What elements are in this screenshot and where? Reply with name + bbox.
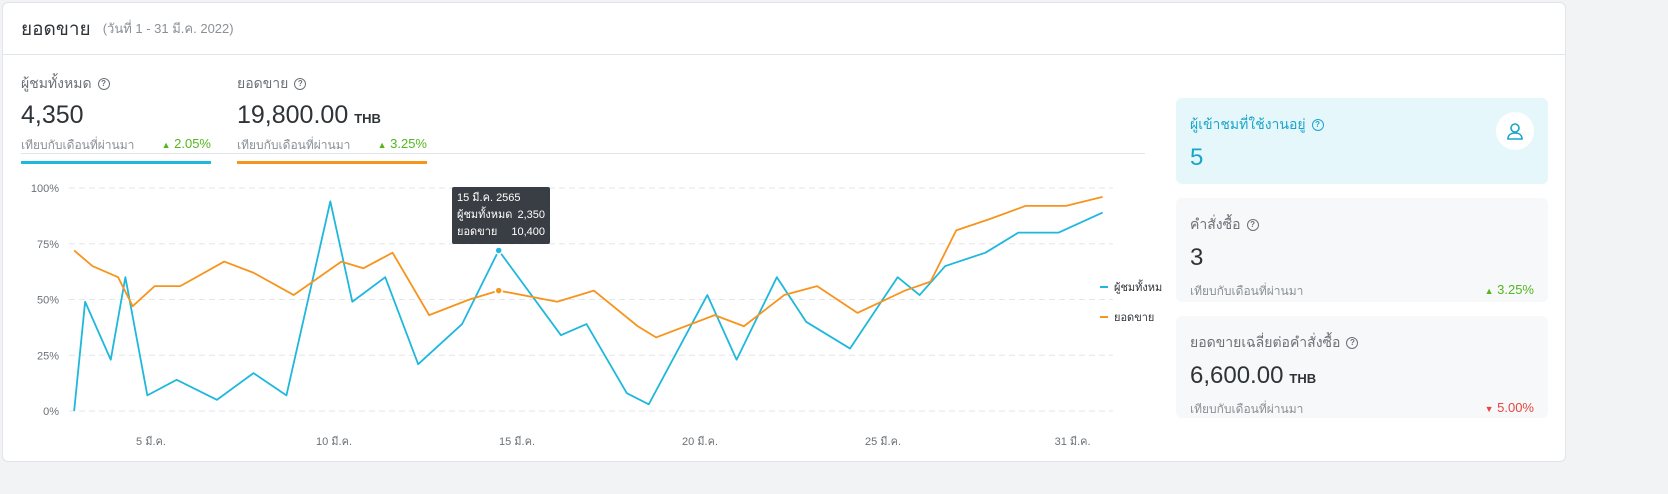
compare-label: เทียบกับเดือนที่ผ่านมา [237,138,351,152]
data-point [494,246,503,255]
change-value: 2.05% [174,136,211,151]
tooltip-value: 10,400 [511,226,545,238]
tooltip-date: 15 มี.ค. 2565 [457,192,521,204]
selected-indicator [21,161,211,164]
change-value: 3.25% [390,136,427,151]
currency-unit: THB [354,111,381,126]
arrow-down-icon: ▼ [1484,404,1494,414]
divider [21,153,1145,154]
x-tick-label: 15 มี.ค. [499,435,535,448]
date-range: (วันที่ 1 - 31 มี.ค. 2022) [102,21,234,36]
legend-label: ยอดขาย [1114,312,1154,324]
card-value: 6,600.00 [1190,362,1284,389]
active-viewers-card: ผู้เข้าชมที่ใช้งานอยู่? 5 [1176,98,1548,184]
help-icon[interactable]: ? [1346,337,1359,349]
y-tick-label: 100% [31,183,59,195]
line-chart: 0% 25% 50% 75% 100% 5 มี.ค. 10 มี.ค. 15 มี.ค. 20… [31,183,1163,448]
series-line [73,196,1103,339]
compare-label: เทียบกับเดือนที่ผ่านมา [1190,402,1304,416]
x-tick-label: 10 มี.ค. [316,435,352,448]
selected-indicator [237,161,427,164]
card-label: ผู้เข้าชมที่ใช้งานอยู่ [1190,116,1306,132]
currency-unit: THB [1289,371,1317,386]
arrow-up-icon: ▲ [161,140,171,150]
card-value: 5 [1190,144,1204,171]
metric-value: 19,800.00 [237,101,349,129]
change-value: 3.25% [1497,282,1534,297]
y-tick-label: 0% [43,406,59,418]
metric-sales[interactable]: ยอดขาย? 19,800.00 THB เทียบกับเดือนที่ผ่า… [237,73,427,164]
change-value: 5.00% [1497,400,1534,415]
page-title: ยอดขาย [21,18,91,40]
user-icon [1496,112,1534,150]
tooltip: 15 มี.ค. 2565 ผู้ชมทั้งหมด 2,350 ยอดขาย 10… [452,187,550,244]
metric-label: ผู้ชมทั้งหมด [21,75,92,91]
tooltip-label: ผู้ชมทั้งหมด [457,209,513,221]
help-icon[interactable]: ? [1246,219,1259,231]
help-icon[interactable]: ? [1311,119,1324,131]
legend-label: ผู้ชมทั้งหมด [1114,279,1163,294]
x-tick-label: 5 มี.ค. [136,435,166,448]
metric-viewers[interactable]: ผู้ชมทั้งหมด? 4,350 เทียบกับเดือนที่ผ่าน… [21,73,211,164]
metric-value: 4,350 [21,101,84,129]
data-point [494,286,503,295]
x-tick-label: 20 มี.ค. [682,435,718,448]
x-tick-label: 25 มี.ค. [865,435,901,448]
card-value: 3 [1190,244,1204,271]
x-tick-label: 31 มี.ค. [1055,435,1091,448]
card-label: คำสั่งซื้อ [1190,216,1241,232]
tooltip-label: ยอดขาย [457,226,498,238]
card-header: ยอดขาย (วันที่ 1 - 31 มี.ค. 2022) [3,3,1565,55]
compare-label: เทียบกับเดือนที่ผ่านมา [21,138,135,152]
card-label: ยอดขายเฉลี่ยต่อคำสั่งซื้อ [1190,334,1341,350]
y-tick-label: 50% [37,295,59,307]
series-line [73,200,1103,412]
orders-card: คำสั่งซื้อ? 3 เทียบกับเดือนที่ผ่านมา ▲ 3.… [1176,198,1548,302]
y-tick-label: 25% [37,350,59,362]
tooltip-value: 2,350 [517,209,545,221]
avg-order-card: ยอดขายเฉลี่ยต่อคำสั่งซื้อ? 6,600.00 THB เ… [1176,316,1548,418]
metric-label: ยอดขาย [237,75,289,91]
arrow-up-icon: ▲ [1484,286,1494,296]
arrow-up-icon: ▲ [377,140,387,150]
compare-label: เทียบกับเดือนที่ผ่านมา [1190,284,1304,298]
y-tick-label: 75% [37,239,59,251]
help-icon[interactable]: ? [294,78,307,90]
help-icon[interactable]: ? [97,78,110,90]
